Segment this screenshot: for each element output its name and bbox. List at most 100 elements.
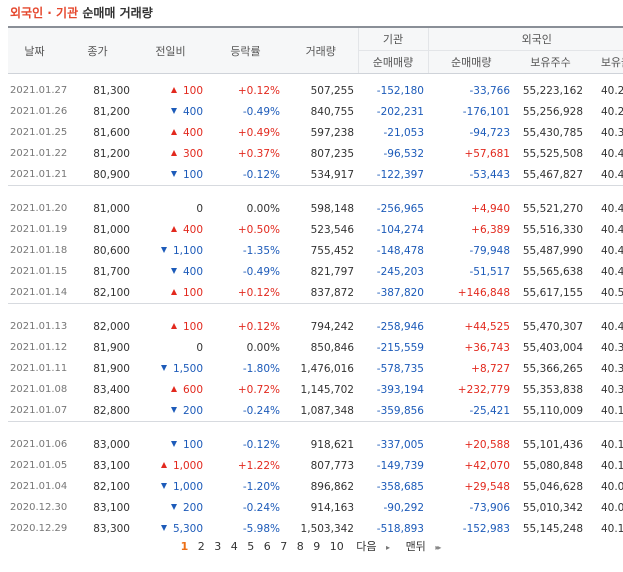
cell-foreign-net: -94,723 (469, 126, 510, 139)
cell-rate: +0.49% (237, 126, 280, 139)
table-row: 2021.01.11 81,900 1,500 -1.80% 1,476,016 -578… (8, 358, 623, 379)
cell-volume: 597,238 (310, 126, 354, 139)
page-link-4[interactable]: 4 (230, 540, 238, 553)
table-body: 2021.01.27 81,300 100 +0.12% 507,255 -152,180… (8, 74, 623, 540)
page-link-7[interactable]: 7 (280, 540, 288, 553)
cell-foreign-ratio: 40.40% (600, 320, 623, 333)
page-link-10[interactable]: 10 (329, 540, 344, 553)
table-row: 2021.01.25 81,600 400 +0.49% 597,238 -21,053 -… (8, 122, 623, 143)
page-link-2[interactable]: 2 (197, 540, 205, 553)
group-separator (8, 421, 623, 434)
table-row: 2021.01.08 83,400 600 +0.72% 1,145,702 -393,1… (8, 379, 623, 400)
cell-close: 81,900 (93, 341, 130, 354)
cell-foreign-ratio: 40.22% (600, 84, 623, 97)
cell-rate: +0.12% (237, 84, 280, 97)
cell-date: 2021.01.11 (10, 363, 68, 374)
change-value: 400 (182, 126, 203, 139)
cell-volume: 1,087,348 (300, 404, 354, 417)
cell-institution-net: -148,478 (376, 244, 424, 257)
change-value: 100 (182, 286, 203, 299)
cell-rate: 0.00% (246, 341, 280, 354)
up-triangle-icon (170, 86, 177, 93)
cell-date: 2021.01.26 (10, 106, 68, 117)
cell-volume: 837,872 (310, 286, 354, 299)
cell-institution-net: -358,685 (376, 480, 424, 493)
down-triangle-icon (170, 107, 177, 114)
change-value: 200 (182, 501, 203, 514)
cell-institution-net: -152,180 (376, 84, 424, 97)
cell-date: 2021.01.18 (10, 245, 68, 256)
page-link-9[interactable]: 9 (313, 540, 321, 553)
cell-institution-net: -122,397 (376, 168, 424, 181)
cell-institution-net: -578,735 (376, 362, 424, 375)
change-value: 400 (182, 105, 203, 118)
header-foreign-holdings: 보유주수 (514, 50, 587, 74)
cell-foreign-holdings: 55,521,270 (522, 202, 583, 215)
change-value: 1,000 (172, 459, 203, 472)
cell-foreign-net: +42,070 (464, 459, 510, 472)
table-row: 2021.01.04 82,100 1,000 -1.20% 896,862 -358,6… (8, 476, 623, 497)
change-value: 400 (182, 265, 203, 278)
cell-date: 2021.01.05 (10, 460, 68, 471)
page-link-3[interactable]: 3 (214, 540, 222, 553)
cell-foreign-net: +4,940 (471, 202, 510, 215)
cell-foreign-net: -53,443 (469, 168, 510, 181)
up-triangle-icon (170, 128, 177, 135)
pagination: 1 2 3 4 5 6 7 8 9 10 다음 ▸ 맨뒤 ▸▸ (0, 538, 623, 556)
page-link-6[interactable]: 6 (263, 540, 271, 553)
header-close: 종가 (61, 26, 134, 74)
cell-foreign-holdings: 55,145,248 (522, 522, 583, 535)
page-current[interactable]: 1 (180, 540, 189, 553)
cell-close: 81,200 (93, 147, 130, 160)
cell-foreign-holdings: 55,366,265 (522, 362, 583, 375)
page-link-5[interactable]: 5 (247, 540, 255, 553)
down-triangle-icon (160, 364, 167, 371)
cell-foreign-ratio: 40.25% (600, 105, 623, 118)
last-button[interactable]: 맨뒤 ▸▸ (403, 538, 443, 554)
cell-foreign-holdings: 55,110,009 (522, 404, 583, 417)
cell-change: 100 (134, 80, 207, 101)
cell-rate: +0.37% (237, 147, 280, 160)
cell-foreign-holdings: 55,516,330 (522, 223, 583, 236)
cell-volume: 523,546 (310, 223, 354, 236)
down-triangle-icon (170, 267, 177, 274)
cell-close: 83,400 (93, 383, 130, 396)
cell-volume: 534,917 (310, 168, 354, 181)
header-foreign-group: 외국인 (427, 26, 623, 51)
next-arrow-icon: ▸ (386, 543, 391, 552)
last-label: 맨뒤 (405, 540, 426, 553)
cell-volume: 850,846 (310, 341, 354, 354)
header-date: 날짜 (8, 26, 61, 74)
cell-institution-net: -359,856 (376, 404, 424, 417)
change-value: 1,100 (172, 244, 203, 257)
cell-change: 100 (134, 282, 207, 304)
cell-foreign-holdings: 55,487,990 (522, 244, 583, 257)
change-value: 1,500 (172, 362, 203, 375)
cell-date: 2020.12.30 (10, 502, 68, 513)
cell-date: 2021.01.22 (10, 148, 68, 159)
table-row: 2021.01.13 82,000 100 +0.12% 794,242 -258,946… (8, 316, 623, 337)
cell-change: 600 (134, 379, 207, 400)
cell-foreign-holdings: 55,010,342 (522, 501, 583, 514)
cell-foreign-ratio: 40.33% (600, 362, 623, 375)
cell-foreign-net: +44,525 (464, 320, 510, 333)
next-button[interactable]: 다음 ▸ (353, 538, 393, 554)
cell-close: 83,100 (93, 459, 130, 472)
cell-foreign-ratio: 40.14% (600, 404, 623, 417)
change-value: 5,300 (172, 522, 203, 535)
cell-date: 2021.01.14 (10, 287, 68, 298)
cell-volume: 807,773 (310, 459, 354, 472)
cell-foreign-holdings: 55,403,004 (522, 341, 583, 354)
table-row: 2021.01.22 81,200 300 +0.37% 807,235 -96,532 +… (8, 143, 623, 164)
cell-foreign-ratio: 40.09% (600, 480, 623, 493)
change-value: 300 (182, 147, 203, 160)
cell-close: 83,300 (93, 522, 130, 535)
down-triangle-icon (160, 524, 167, 531)
cell-rate: -0.12% (242, 438, 280, 451)
cell-close: 81,000 (93, 202, 130, 215)
table-row: 2021.01.27 81,300 100 +0.12% 507,255 -152,180… (8, 80, 623, 101)
cell-foreign-holdings: 55,353,838 (522, 383, 583, 396)
page-link-8[interactable]: 8 (296, 540, 304, 553)
cell-foreign-ratio: 40.12% (600, 459, 623, 472)
cell-change: 100 (134, 434, 207, 455)
